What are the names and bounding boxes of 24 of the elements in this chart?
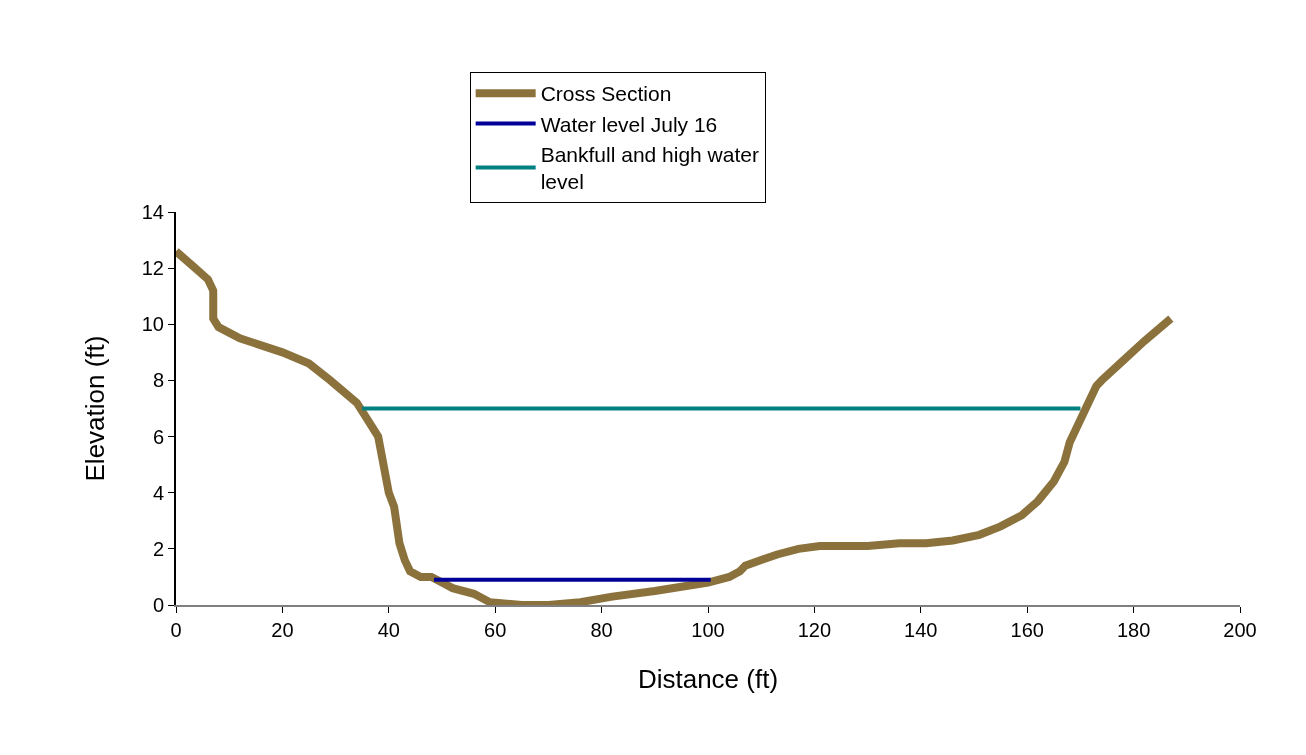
y-tick-label: 2 bbox=[152, 537, 164, 560]
y-axis-title: Elevation (ft) bbox=[79, 335, 110, 482]
x-tick-label: 120 bbox=[797, 619, 832, 641]
x-tick-label: 60 bbox=[484, 619, 507, 641]
legend-label: Water level July 16 bbox=[540, 112, 718, 136]
x-tick-label: 0 bbox=[170, 619, 182, 641]
x-tick-label: 140 bbox=[904, 619, 938, 641]
y-tick-label: 14 bbox=[141, 201, 164, 223]
legend-label: Bankfull and high water level bbox=[540, 143, 759, 194]
x-tick-label: 20 bbox=[271, 619, 294, 641]
y-tick-label: 8 bbox=[152, 369, 164, 392]
x-tick-label: 200 bbox=[1223, 619, 1257, 641]
x-tick-label: 100 bbox=[691, 619, 725, 641]
y-tick-label: 10 bbox=[141, 313, 164, 336]
x-tick-label: 80 bbox=[590, 619, 613, 641]
x-tick-label: 180 bbox=[1116, 619, 1151, 641]
x-tick-label: 40 bbox=[377, 619, 400, 641]
legend-label: Cross Section bbox=[540, 82, 672, 106]
y-tick-label: 4 bbox=[152, 481, 164, 504]
y-tick-label: 6 bbox=[152, 425, 164, 448]
y-tick-label: 12 bbox=[141, 257, 164, 280]
x-axis-title: Distance (ft) bbox=[637, 664, 779, 695]
y-tick-label: 0 bbox=[152, 594, 164, 616]
x-tick-label: 160 bbox=[1010, 619, 1044, 641]
